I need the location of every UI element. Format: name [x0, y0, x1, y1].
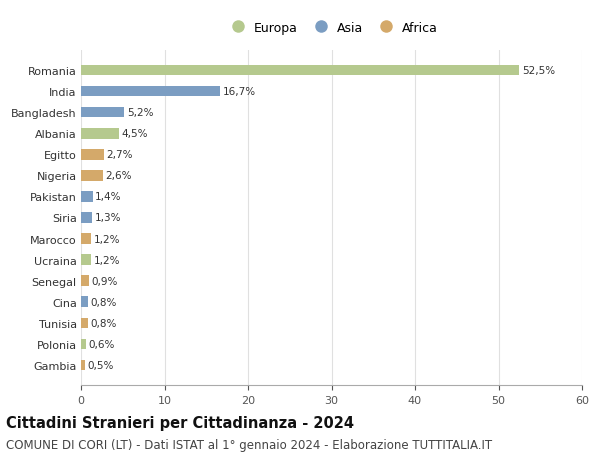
- Text: 0,8%: 0,8%: [90, 318, 116, 328]
- Bar: [81, 255, 91, 265]
- Bar: [81, 129, 119, 139]
- Bar: [81, 339, 86, 349]
- Bar: [81, 66, 520, 76]
- Text: 0,5%: 0,5%: [88, 360, 114, 370]
- Text: 1,3%: 1,3%: [94, 213, 121, 223]
- Text: 1,2%: 1,2%: [94, 234, 120, 244]
- Text: 4,5%: 4,5%: [121, 129, 148, 139]
- Bar: [81, 297, 88, 308]
- Bar: [81, 192, 92, 202]
- Text: 0,6%: 0,6%: [89, 339, 115, 349]
- Bar: [81, 87, 220, 97]
- Legend: Europa, Asia, Africa: Europa, Asia, Africa: [220, 17, 443, 39]
- Text: 1,4%: 1,4%: [95, 192, 122, 202]
- Text: 1,2%: 1,2%: [94, 255, 120, 265]
- Bar: [81, 234, 91, 244]
- Text: Cittadini Stranieri per Cittadinanza - 2024: Cittadini Stranieri per Cittadinanza - 2…: [6, 415, 354, 431]
- Bar: [81, 150, 104, 160]
- Bar: [81, 360, 85, 370]
- Text: COMUNE DI CORI (LT) - Dati ISTAT al 1° gennaio 2024 - Elaborazione TUTTITALIA.IT: COMUNE DI CORI (LT) - Dati ISTAT al 1° g…: [6, 438, 492, 451]
- Bar: [81, 276, 89, 286]
- Text: 2,6%: 2,6%: [105, 171, 132, 181]
- Text: 16,7%: 16,7%: [223, 87, 256, 97]
- Text: 5,2%: 5,2%: [127, 108, 154, 118]
- Bar: [81, 171, 103, 181]
- Text: 52,5%: 52,5%: [522, 66, 555, 76]
- Text: 2,7%: 2,7%: [106, 150, 133, 160]
- Text: 0,8%: 0,8%: [90, 297, 116, 307]
- Text: 0,9%: 0,9%: [91, 276, 118, 286]
- Bar: [81, 213, 92, 223]
- Bar: [81, 318, 88, 328]
- Bar: [81, 108, 124, 118]
